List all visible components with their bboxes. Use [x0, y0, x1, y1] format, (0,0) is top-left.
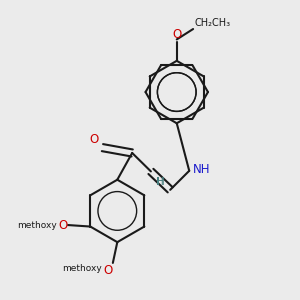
Text: methoxy: methoxy — [62, 264, 102, 273]
Text: CH₂CH₃: CH₂CH₃ — [195, 18, 231, 28]
Text: methoxy: methoxy — [17, 220, 57, 230]
Text: NH: NH — [193, 163, 210, 176]
Text: H: H — [156, 177, 164, 187]
Text: O: O — [90, 133, 99, 146]
Text: O: O — [172, 28, 182, 41]
Text: O: O — [103, 263, 112, 277]
Text: H: H — [157, 177, 164, 188]
Text: O: O — [58, 218, 68, 232]
